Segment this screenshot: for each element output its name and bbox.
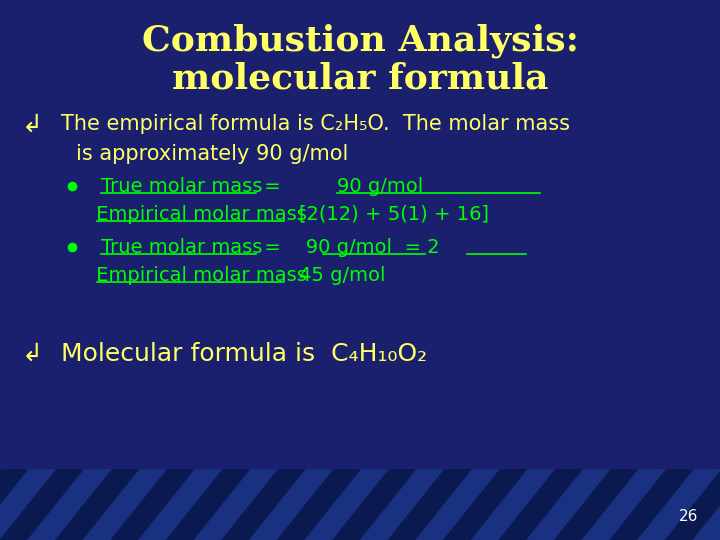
Polygon shape <box>194 470 298 540</box>
Polygon shape <box>638 470 720 540</box>
Polygon shape <box>500 470 603 540</box>
Text: ↲: ↲ <box>22 342 42 366</box>
Polygon shape <box>582 470 686 540</box>
Text: [2(12) + 5(1) + 16]: [2(12) + 5(1) + 16] <box>299 205 489 224</box>
Polygon shape <box>693 470 720 540</box>
Text: True molar mass: True molar mass <box>101 238 262 257</box>
Polygon shape <box>0 470 104 540</box>
Text: =    90 g/mol  = 2: = 90 g/mol = 2 <box>258 238 439 257</box>
Polygon shape <box>416 470 520 540</box>
Text: True molar mass: True molar mass <box>101 177 262 196</box>
Text: molecular formula: molecular formula <box>172 62 548 95</box>
Polygon shape <box>250 470 354 540</box>
Text: ↲: ↲ <box>22 112 42 136</box>
Text: Empirical molar mass: Empirical molar mass <box>90 205 307 224</box>
Text: The empirical formula is C₂H₅O.  The molar mass: The empirical formula is C₂H₅O. The mola… <box>61 114 570 134</box>
Polygon shape <box>0 470 48 540</box>
Polygon shape <box>111 470 215 540</box>
Polygon shape <box>444 470 547 540</box>
Polygon shape <box>0 470 76 540</box>
Polygon shape <box>277 470 381 540</box>
Polygon shape <box>389 470 492 540</box>
Text: Empirical molar mass: Empirical molar mass <box>90 266 307 285</box>
Polygon shape <box>305 470 409 540</box>
Polygon shape <box>666 470 720 540</box>
Polygon shape <box>222 470 325 540</box>
Polygon shape <box>333 470 436 540</box>
Polygon shape <box>28 470 132 540</box>
Text: Combustion Analysis:: Combustion Analysis: <box>142 23 578 58</box>
Text: 45 g/mol: 45 g/mol <box>299 266 385 285</box>
Text: is approximately 90 g/mol: is approximately 90 g/mol <box>76 144 348 164</box>
Polygon shape <box>55 470 159 540</box>
Polygon shape <box>166 470 270 540</box>
Polygon shape <box>472 470 575 540</box>
Text: Molecular formula is  C₄H₁₀O₂: Molecular formula is C₄H₁₀O₂ <box>61 342 428 366</box>
Polygon shape <box>554 470 658 540</box>
Polygon shape <box>0 470 21 540</box>
Polygon shape <box>139 470 243 540</box>
Polygon shape <box>84 470 187 540</box>
Polygon shape <box>610 470 714 540</box>
Text: =         90 g/mol: = 90 g/mol <box>258 177 423 196</box>
Polygon shape <box>361 470 464 540</box>
Text: 26: 26 <box>679 509 698 524</box>
Polygon shape <box>527 470 631 540</box>
